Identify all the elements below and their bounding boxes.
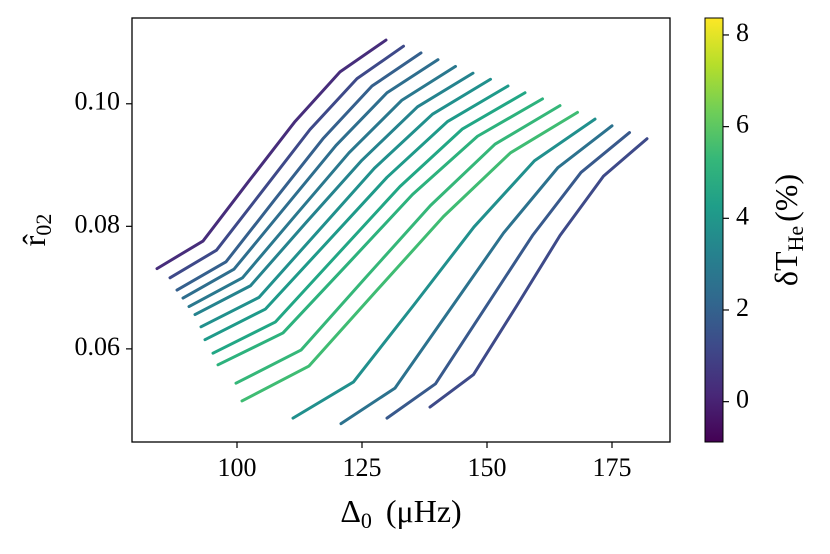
- x-tick-label: 150: [468, 453, 507, 482]
- x-tick-label: 100: [218, 453, 257, 482]
- colorbar-label: δTHe (%): [768, 174, 808, 286]
- colorbar-tick-label: 2: [736, 293, 749, 322]
- curve: [187, 64, 457, 309]
- curve: [339, 124, 614, 426]
- curve: [240, 110, 579, 403]
- axes-frame: [131, 17, 671, 443]
- curve: [211, 91, 527, 355]
- x-label-unit: (μHz): [386, 493, 462, 529]
- colorbar-label-unit: (%): [768, 174, 804, 222]
- plot-area: [155, 38, 649, 426]
- colorbar-tick-label: 6: [736, 110, 749, 139]
- colorbar-tick-label: 4: [736, 201, 749, 230]
- colorbar-label-subscript: He: [783, 226, 808, 252]
- curve: [234, 104, 562, 385]
- y-tick-label: 0.10: [75, 87, 121, 116]
- x-label-symbol: Δ: [340, 493, 361, 529]
- x-label-subscript: 0: [361, 508, 372, 533]
- x-tick-label: 125: [343, 453, 382, 482]
- curve: [385, 131, 631, 420]
- colorbar-tick-label: 8: [736, 18, 749, 47]
- y-label-symbol: r̂: [16, 233, 52, 246]
- curve: [216, 97, 544, 367]
- colorbar-tick-label: 0: [736, 385, 749, 414]
- curve: [175, 51, 423, 292]
- y-axis-label: r̂02: [16, 214, 56, 247]
- curve: [203, 84, 510, 342]
- colorbar: [704, 17, 724, 443]
- x-tick-label: 175: [593, 453, 632, 482]
- y-label-subscript: 02: [31, 214, 56, 236]
- curve: [291, 117, 597, 420]
- y-tick-label: 0.08: [75, 209, 121, 238]
- curve: [155, 38, 388, 271]
- x-axis-label: Δ0 (μHz): [340, 493, 461, 533]
- y-tick-label: 0.06: [75, 332, 121, 361]
- curve: [168, 44, 405, 280]
- curve: [193, 71, 475, 317]
- colorbar-label-symbol: δT: [768, 251, 804, 286]
- curve: [428, 137, 649, 409]
- curve: [181, 58, 440, 300]
- curve: [199, 77, 492, 329]
